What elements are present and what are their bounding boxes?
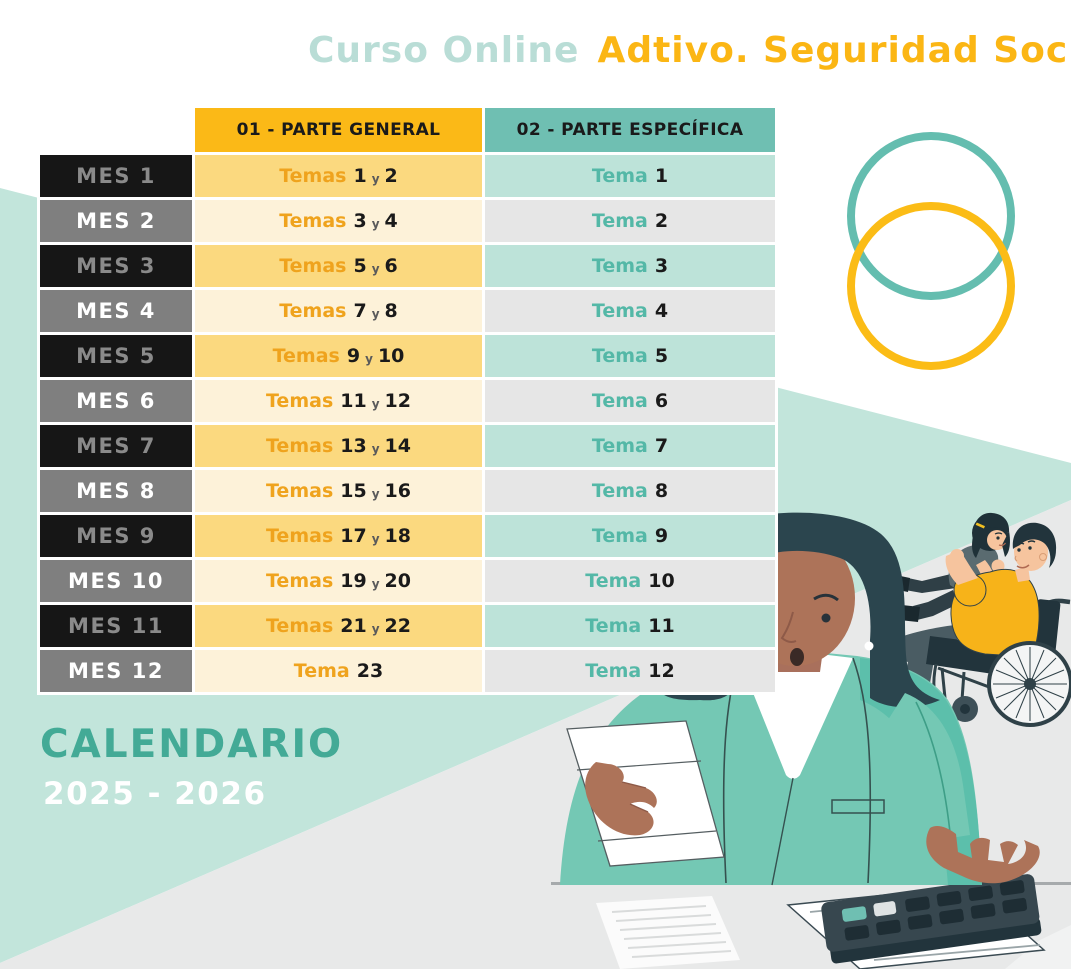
header-parte-especifica: 02 - PARTE ESPECÍFICA [485,108,775,152]
parte-especifica-cell: Tema 9 [485,515,775,557]
temas-label: Tema [293,660,350,682]
tema-label: Tema [591,390,648,412]
calendario-title: CALENDARIO [40,722,344,767]
page-title: Curso Online Adtivo. Seguridad Social [308,30,1071,71]
earring [864,641,874,651]
mes-cell: MES 11 [40,605,192,647]
teal-circle [847,132,1015,300]
mes-cell: MES 3 [40,245,192,287]
mes-cell: MES 8 [40,470,192,512]
parte-especifica-cell: Tema 3 [485,245,775,287]
temas-label: Temas [279,255,347,277]
header-parte-general: 01 - PARTE GENERAL [195,108,482,152]
tema-label: Tema [591,300,648,322]
left-hand [585,762,657,836]
tema-label: Tema [585,615,642,637]
table-corner-cell [40,108,192,152]
parte-general-cell: Tema 23 [195,650,482,692]
calculator [821,874,1042,964]
parte-general-cell: Temas 3 y 4 [195,200,482,242]
parte-general-cell: Temas 5 y 6 [195,245,482,287]
parte-especifica-cell: Tema 2 [485,200,775,242]
temas-label: Temas [279,210,347,232]
overlapping-circles-decoration [847,132,1015,370]
yellow-circle [847,202,1015,370]
mes-cell: MES 1 [40,155,192,197]
tema-label: Tema [591,165,648,187]
temas-label: Temas [272,345,340,367]
parte-general-cell: Temas 13 y 14 [195,425,482,467]
parte-especifica-cell: Tema 11 [485,605,775,647]
parte-general-cell: Temas 1 y 2 [195,155,482,197]
parte-especifica-cell: Tema 4 [485,290,775,332]
mes-cell: MES 7 [40,425,192,467]
parte-especifica-cell: Tema 1 [485,155,775,197]
schedule-table: 01 - PARTE GENERAL 02 - PARTE ESPECÍFICA… [37,105,778,695]
parte-especifica-cell: Tema 5 [485,335,775,377]
temas-label: Temas [266,570,334,592]
parte-general-cell: Temas 19 y 20 [195,560,482,602]
tema-label: Tema [591,210,648,232]
tema-label: Tema [591,525,648,547]
mes-cell: MES 5 [40,335,192,377]
temas-label: Temas [266,390,334,412]
right-hand [926,826,1040,884]
parte-general-cell: Temas 11 y 12 [195,380,482,422]
parte-general-cell: Temas 7 y 8 [195,290,482,332]
temas-label: Temas [266,435,334,457]
title-subject: Adtivo. Seguridad Social [597,30,1071,71]
parte-especifica-cell: Tema 12 [485,650,775,692]
jacket-pocket [831,799,885,814]
desk [551,874,1071,969]
tema-label: Tema [591,480,648,502]
tema-label: Tema [585,660,642,682]
tema-label: Tema [591,255,648,277]
parte-general-cell: Temas 9 y 10 [195,335,482,377]
mes-cell: MES 12 [40,650,192,692]
paper-on-desk [596,896,740,969]
mes-cell: MES 2 [40,200,192,242]
tema-label: Tema [591,345,648,367]
parte-especifica-cell: Tema 8 [485,470,775,512]
temas-label: Temas [266,615,334,637]
mes-cell: MES 10 [40,560,192,602]
parte-general-cell: Temas 17 y 18 [195,515,482,557]
tema-label: Tema [585,570,642,592]
tema-label: Tema [591,435,648,457]
parte-especifica-cell: Tema 10 [485,560,775,602]
temas-label: Temas [279,165,347,187]
parte-general-cell: Temas 15 y 16 [195,470,482,512]
parte-especifica-cell: Tema 7 [485,425,775,467]
parte-especifica-cell: Tema 6 [485,380,775,422]
mes-cell: MES 4 [40,290,192,332]
calendario-years: 2025 - 2026 [43,776,267,812]
temas-label: Temas [266,480,334,502]
parte-general-cell: Temas 21 y 22 [195,605,482,647]
mes-cell: MES 9 [40,515,192,557]
temas-label: Temas [266,525,334,547]
mes-cell: MES 6 [40,380,192,422]
temas-label: Temas [279,300,347,322]
title-course: Curso Online [308,30,580,71]
